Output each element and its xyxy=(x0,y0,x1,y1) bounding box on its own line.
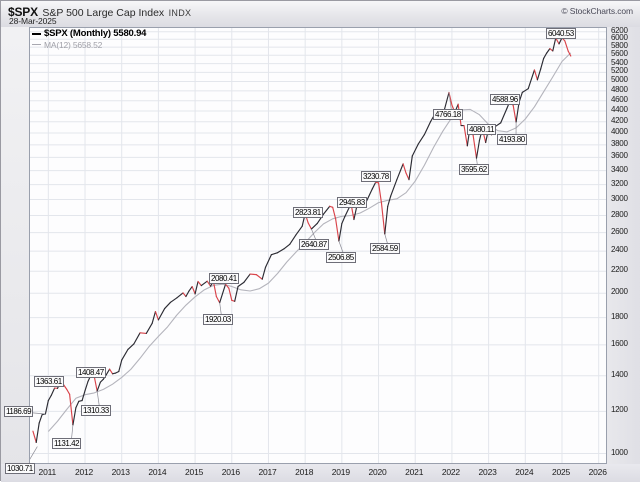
ma-legend-label: MA(12) 5658.52 xyxy=(44,40,102,51)
x-axis-tick-label: 2021 xyxy=(400,468,428,477)
legend-row-price: $SPX (Monthly) 5580.94 xyxy=(32,29,146,40)
x-axis-tick-label: 2017 xyxy=(254,468,282,477)
series-legend: $SPX (Monthly) 5580.94 MA(12) 5658.52 xyxy=(32,29,146,50)
stockcharts-watermark: © StockCharts.com xyxy=(561,6,633,16)
y-axis-tick-label: 2400 xyxy=(611,246,628,254)
y-axis-tick-label: 2200 xyxy=(611,266,628,274)
exchange-code: INDX xyxy=(169,8,192,18)
price-callout-label: 1030.71 xyxy=(5,463,35,474)
price-legend-label: $SPX (Monthly) 5580.94 xyxy=(44,29,146,40)
y-axis-tick-label: 3000 xyxy=(611,195,628,203)
y-axis-tick-label: 4400 xyxy=(611,106,628,114)
price-callout-label: 2584.59 xyxy=(370,243,400,254)
callout-leader-lines xyxy=(30,34,565,463)
price-callout-label: 4193.80 xyxy=(497,134,527,145)
y-axis-tick-label: 1600 xyxy=(611,340,628,348)
chart-header: $SPX S&P 500 Large Cap Index INDX 28-Mar… xyxy=(1,1,640,27)
x-axis-tick-label: 2019 xyxy=(327,468,355,477)
y-axis-tick-label: 6200 xyxy=(611,27,628,35)
x-axis-tick-label: 2013 xyxy=(107,468,135,477)
y-axis-tick-label: 1000 xyxy=(611,449,628,457)
y-axis-tick-label: 3800 xyxy=(611,140,628,148)
y-axis-tick-label: 4000 xyxy=(611,128,628,136)
price-callout-label: 4588.96 xyxy=(490,94,520,105)
price-callout-label: 2823.81 xyxy=(293,207,323,218)
x-axis-tick-label: 2026 xyxy=(584,468,612,477)
x-axis-tick-label: 2020 xyxy=(364,468,392,477)
y-axis-tick-label: 5400 xyxy=(611,59,628,67)
y-axis-tick-label: 4200 xyxy=(611,117,628,125)
price-callout-label: 4080.11 xyxy=(467,124,496,135)
price-callout-label: 2945.83 xyxy=(337,197,367,208)
price-line-swatch-icon xyxy=(32,33,41,35)
x-axis-tick-label: 2015 xyxy=(180,468,208,477)
price-callout-label: 6040.53 xyxy=(546,28,576,39)
index-name: S&P 500 Large Cap Index xyxy=(42,7,164,19)
y-axis-tick-label: 1800 xyxy=(611,313,628,321)
x-axis-tick-label: 2023 xyxy=(474,468,502,477)
y-axis-tick-label: 5800 xyxy=(611,42,628,50)
x-axis-tick-label: 2025 xyxy=(547,468,575,477)
price-callout-label: 1408.47 xyxy=(76,367,106,378)
y-axis-tick-label: 1200 xyxy=(611,406,628,414)
y-axis-tick-label: 3600 xyxy=(611,152,628,160)
y-axis-tick-label: 5600 xyxy=(611,50,628,58)
x-axis-tick-label: 2022 xyxy=(437,468,465,477)
y-axis-tick-label: 1400 xyxy=(611,371,628,379)
price-callout-label: 3230.78 xyxy=(361,171,391,182)
x-axis-tick-label: 2018 xyxy=(290,468,318,477)
y-axis-tick-label: 4600 xyxy=(611,96,628,104)
price-callout-label: 2640.87 xyxy=(299,239,329,250)
x-axis-tick-label: 2014 xyxy=(143,468,171,477)
legend-row-ma: MA(12) 5658.52 xyxy=(32,40,146,51)
y-axis-tick-label: 3400 xyxy=(611,166,628,174)
price-callout-label: 1363.61 xyxy=(34,376,64,387)
y-axis-tick-label: 5000 xyxy=(611,76,628,84)
price-callout-label: 3595.62 xyxy=(459,164,489,175)
x-axis-tick-label: 2024 xyxy=(510,468,538,477)
y-axis-tick-label: 4800 xyxy=(611,86,628,94)
price-callout-label: 1131.42 xyxy=(52,438,81,449)
price-callout-label: 1310.33 xyxy=(81,405,111,416)
x-axis-tick-label: 2016 xyxy=(217,468,245,477)
y-axis-tick-label: 2600 xyxy=(611,228,628,236)
y-axis-tick-label: 3200 xyxy=(611,180,628,188)
price-callout-label: 1920.03 xyxy=(203,314,233,325)
x-axis-tick-label: 2011 xyxy=(33,468,61,477)
quote-date: 28-Mar-2025 xyxy=(9,16,57,26)
y-axis-tick-label: 2800 xyxy=(611,211,628,219)
x-axis-tick-label: 2012 xyxy=(70,468,98,477)
y-axis-tick-label: 6000 xyxy=(611,34,628,42)
y-axis-tick-label: 5200 xyxy=(611,67,628,75)
price-callout-label: 2506.85 xyxy=(326,252,356,263)
ma-line-swatch-icon xyxy=(32,44,41,45)
price-callout-label: 4766.18 xyxy=(433,109,463,120)
price-callout-label: 1186.69 xyxy=(4,406,33,417)
y-axis-tick-label: 2000 xyxy=(611,288,628,296)
price-callout-label: 2080.41 xyxy=(209,273,239,284)
